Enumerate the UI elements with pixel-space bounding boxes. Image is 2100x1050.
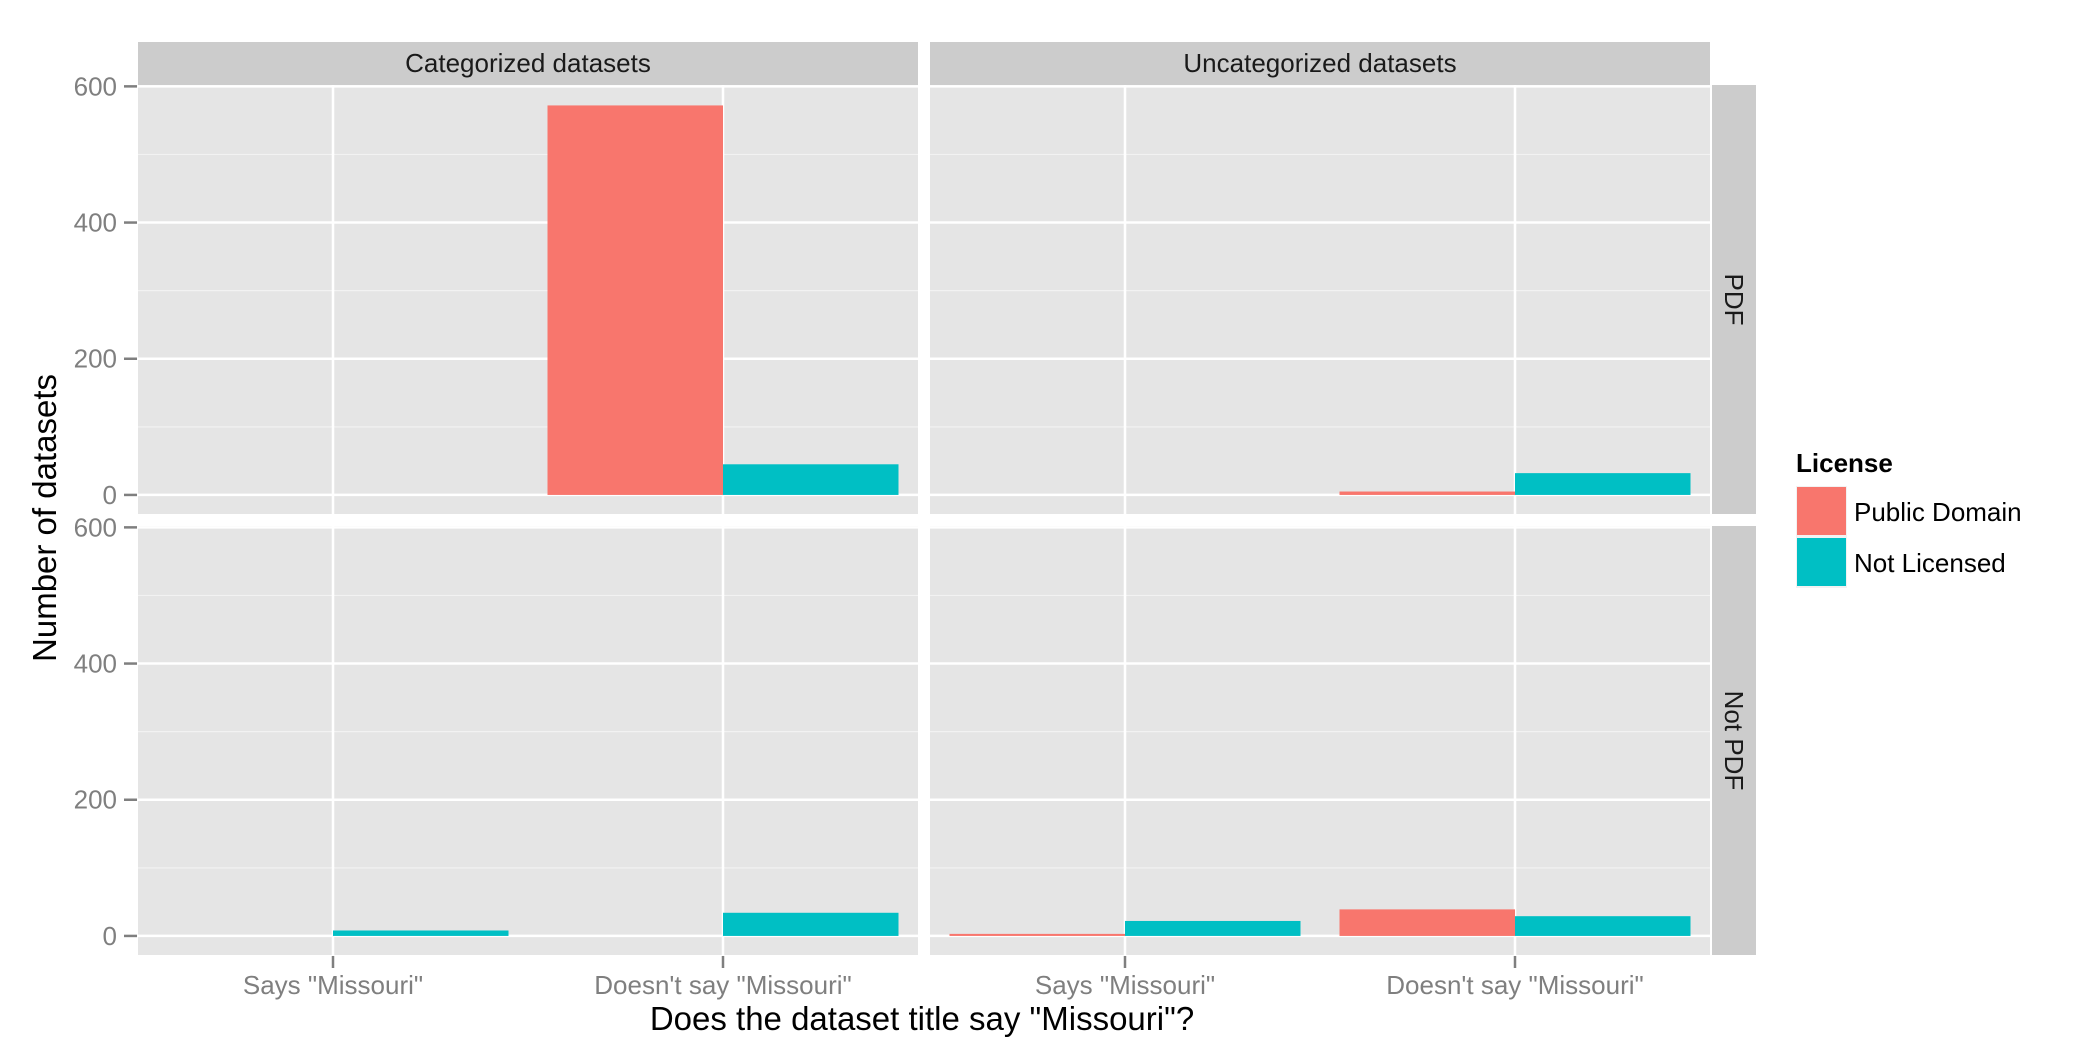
panel-categorized-datasets-not-pdf [138, 526, 918, 955]
legend-title: License [1796, 448, 1893, 478]
y-tick-label: 600 [74, 71, 117, 101]
legend-swatch [1797, 487, 1846, 535]
y-tick-label: 400 [74, 208, 117, 238]
x-axis-title: Does the dataset title say "Missouri"? [650, 1000, 1194, 1037]
strip-uncategorized-datasets [930, 42, 1710, 85]
y-tick-label: 600 [74, 512, 117, 542]
bar-not-licensed-doesn-t-say-missouri [723, 912, 899, 936]
y-tick-label: 400 [74, 649, 117, 679]
x-tick-label: Says "Missouri" [243, 970, 423, 1000]
strip-categorized-datasets [138, 42, 918, 85]
legend-label: Not Licensed [1854, 548, 2006, 578]
legend-item-not-licensed: Not Licensed [1796, 537, 2006, 588]
y-axis-title: Number of datasets [26, 374, 63, 662]
bar-not-licensed-doesn-t-say-missouri [723, 464, 899, 495]
x-tick-label: Doesn't say "Missouri" [594, 970, 852, 1000]
legend-label: Public Domain [1854, 497, 2022, 527]
y-tick-label: 200 [74, 344, 117, 374]
strips-layer: Categorized datasets Uncategorized datase… [138, 42, 1756, 955]
x-tick-label: Says "Missouri" [1035, 970, 1215, 1000]
panels-layer [138, 85, 1710, 955]
bar-not-licensed-says-missouri [1125, 920, 1301, 936]
bar-public-domain-doesn-t-say-missouri [547, 105, 723, 495]
panel-uncategorized-datasets-not-pdf [930, 526, 1710, 955]
panel-background [930, 526, 1710, 955]
panel-background [138, 85, 918, 514]
bar-public-domain-says-missouri [949, 933, 1125, 936]
y-tick-label: 0 [103, 921, 117, 951]
y-tick-label: 200 [74, 785, 117, 815]
panel-uncategorized-datasets-pdf [930, 85, 1710, 514]
legend-items: Public Domain Not Licensed [1796, 486, 2022, 588]
strip-label: PDF [1719, 274, 1749, 326]
bar-public-domain-doesn-t-say-missouri [1339, 909, 1515, 936]
legend-item-public-domain: Public Domain [1796, 486, 2022, 537]
legend: License Public Domain Not Licensed [1796, 448, 2022, 588]
strip-label: Uncategorized datasets [1183, 48, 1456, 78]
bar-not-licensed-says-missouri [333, 930, 509, 936]
strip-label: Categorized datasets [405, 48, 651, 78]
strip-label: Not PDF [1719, 691, 1749, 791]
panel-categorized-datasets-pdf [138, 85, 918, 514]
strip-not-pdf [1712, 526, 1756, 955]
x-tick-label: Doesn't say "Missouri" [1386, 970, 1644, 1000]
panel-background [138, 526, 918, 955]
legend-swatch [1797, 538, 1846, 586]
strip-pdf [1712, 85, 1756, 514]
y-tick-label: 0 [103, 480, 117, 510]
bar-not-licensed-doesn-t-say-missouri [1515, 473, 1691, 495]
bar-public-domain-doesn-t-say-missouri [1339, 491, 1515, 495]
bar-not-licensed-doesn-t-say-missouri [1515, 916, 1691, 936]
panel-background [930, 85, 1710, 514]
